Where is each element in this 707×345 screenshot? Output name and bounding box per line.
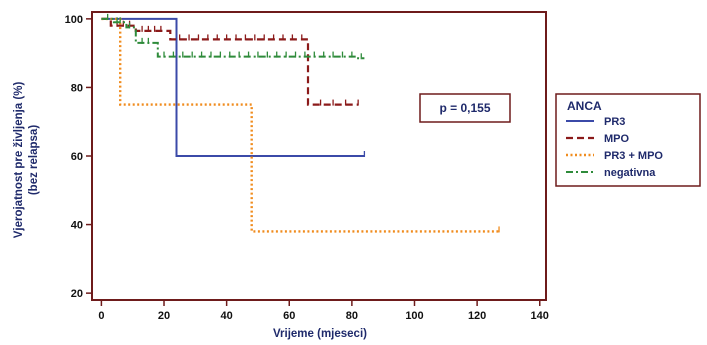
x-tick-label: 0 xyxy=(98,310,104,322)
y-axis-label-line-2: (bez relapsa) xyxy=(28,125,40,195)
y-tick-label: 40 xyxy=(71,220,83,232)
series-pr3-mpo xyxy=(101,17,500,233)
survival-curve xyxy=(101,17,499,233)
y-tick-label: 60 xyxy=(71,151,83,163)
x-axis: 0 20 40 60 80 100 120 140 xyxy=(98,300,549,322)
survival-curve xyxy=(101,17,365,157)
y-tick-label: 80 xyxy=(71,82,83,94)
x-axis-label: Vrijeme (mjeseci) xyxy=(273,328,367,340)
y-axis: 20 40 60 80 100 xyxy=(65,14,92,300)
series-mpo xyxy=(101,17,359,106)
x-tick-label: 20 xyxy=(158,310,170,322)
x-tick-label: 40 xyxy=(221,310,233,322)
legend-box xyxy=(555,93,701,187)
legend-entry-label: MPO xyxy=(604,133,630,145)
y-axis-label-line-1: Vjerojatnost pre življenja (%) xyxy=(13,82,25,239)
series-negativna xyxy=(101,13,365,60)
x-tick-label: 60 xyxy=(283,310,295,322)
series-layer xyxy=(101,13,500,233)
legend: ANCA PR3 MPO PR3 + MPO negativna xyxy=(555,93,701,187)
x-tick-label: 140 xyxy=(531,310,549,322)
y-tick-label: 20 xyxy=(71,288,83,300)
x-tick-label: 80 xyxy=(346,310,358,322)
survival-curve xyxy=(101,17,365,60)
x-tick-label: 120 xyxy=(468,310,486,322)
legend-entry-label: PR3 + MPO xyxy=(604,150,663,162)
p-value-annotation: p = 0,155 xyxy=(419,93,511,123)
survival-curve xyxy=(101,17,359,106)
legend-title: ANCA xyxy=(567,99,602,113)
y-tick-label: 100 xyxy=(65,14,83,26)
legend-entry-label: PR3 xyxy=(604,116,625,128)
series-pr3 xyxy=(101,17,366,157)
legend-entry-label: negativna xyxy=(604,167,656,179)
p-value-text: p = 0,155 xyxy=(439,101,490,115)
p-value-box xyxy=(419,93,511,123)
x-tick-label: 100 xyxy=(405,310,423,322)
